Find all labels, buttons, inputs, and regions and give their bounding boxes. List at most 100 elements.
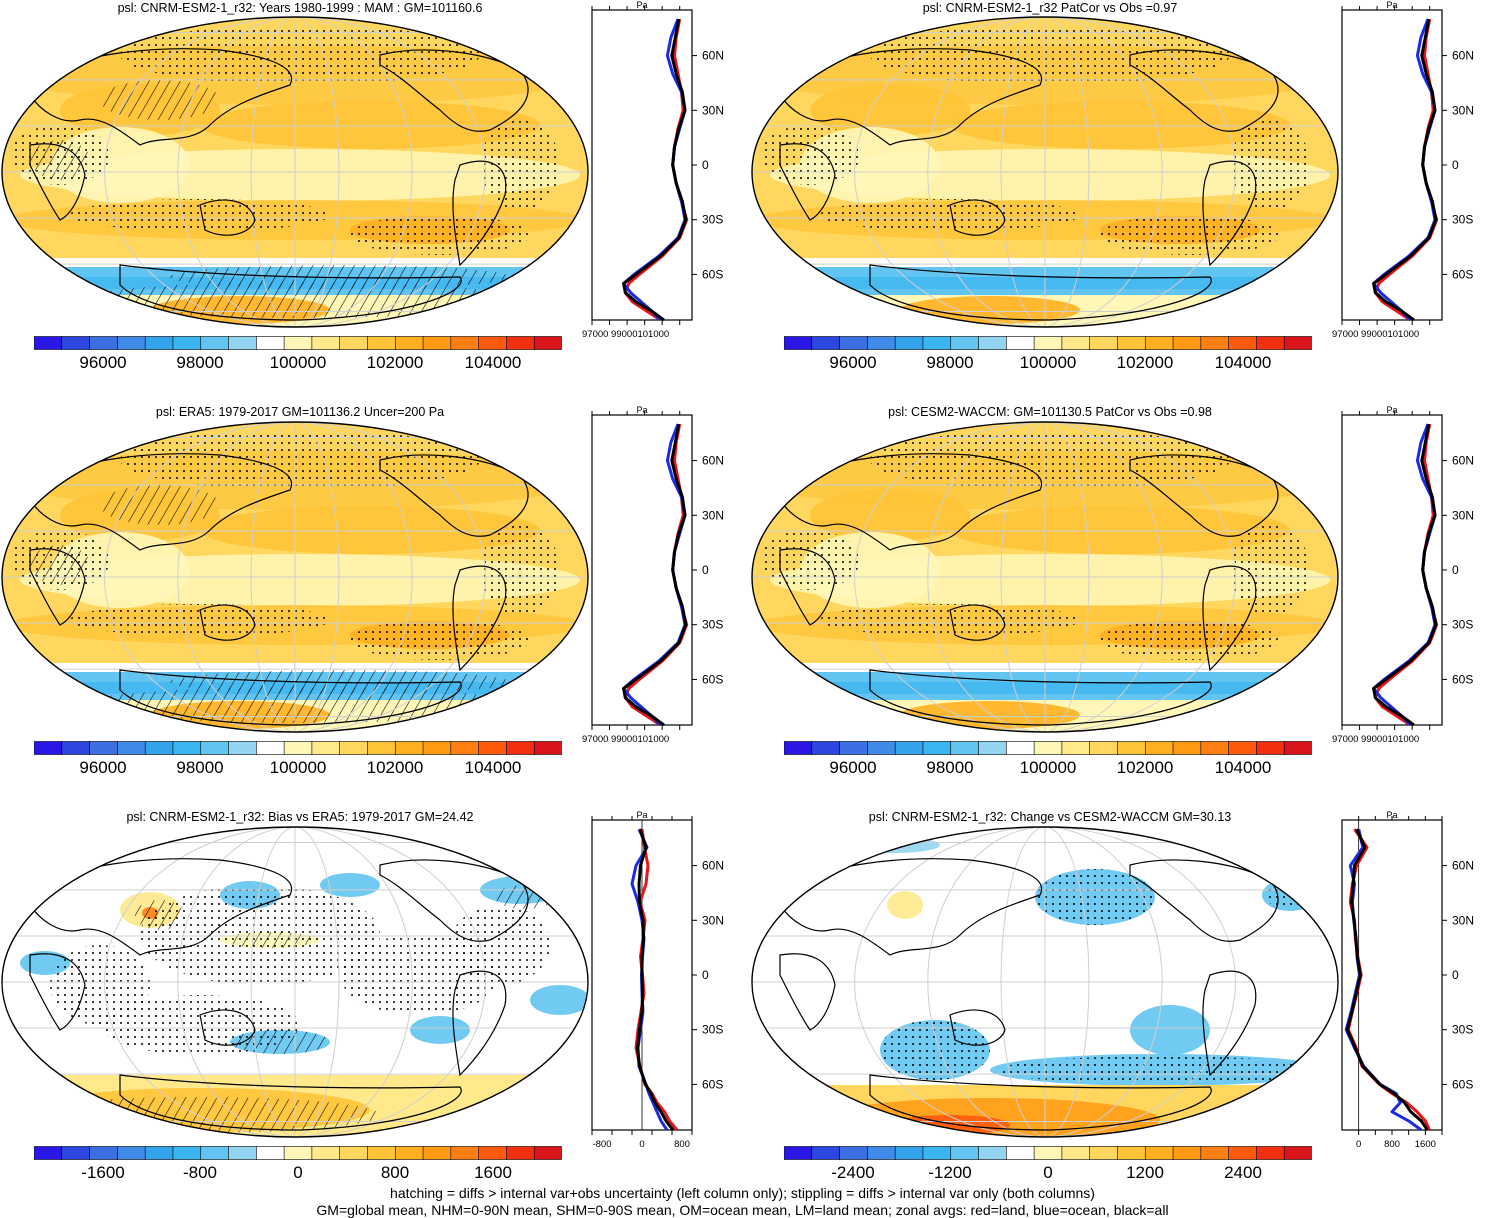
colorbar-swatch — [1283, 336, 1312, 350]
hatching-region — [30, 545, 90, 585]
graticule-meridian — [250, 422, 340, 732]
colorbar-swatch — [422, 1146, 452, 1160]
colorbar-swatch — [311, 1146, 341, 1160]
graticule-meridian — [104, 17, 486, 327]
colorbar-5 — [34, 1146, 562, 1160]
colorbar-swatch — [478, 1146, 508, 1160]
colorbar-swatch — [89, 741, 118, 755]
value-tick-label: 0 — [1356, 1139, 1361, 1150]
panel-title-4: psl: CESM2-WACCM: GM=101130.5 PatCor vs … — [888, 405, 1212, 419]
lat-tick-label: 60S — [702, 267, 723, 281]
zonal-line-ocean — [630, 828, 669, 1131]
colorbar-swatch — [1089, 336, 1119, 350]
coastline — [199, 1009, 256, 1046]
panel-title-5: psl: CNRM-ESM2-1_r32: Bias vs ERA5: 1979… — [126, 810, 474, 824]
asian-high — [810, 84, 970, 136]
north-pacific-high — [200, 506, 540, 554]
stippling-region — [480, 525, 560, 615]
colorbar-3 — [34, 741, 562, 755]
stippling-region — [120, 430, 480, 490]
colorbar-swatch — [867, 336, 896, 350]
lat-tick-label: 60S — [1452, 267, 1473, 281]
coastline — [452, 970, 507, 1077]
coastline — [779, 953, 836, 1031]
graticule-meridian — [104, 827, 486, 1137]
coastline — [29, 858, 293, 956]
zonal-mean-plot-5: Pa 60N 30N 0 30S 60S -800 0 800 — [591, 810, 724, 1150]
colorbar-swatch — [950, 1146, 980, 1160]
colorbar-label: 0 — [293, 1163, 303, 1182]
colorbar-swatch — [1256, 336, 1285, 350]
hatching-region — [100, 80, 220, 120]
value-tick-labels: 97000 99000101000 — [1332, 734, 1419, 745]
stippling-region — [1230, 525, 1310, 615]
colorbar-swatch — [34, 1146, 63, 1160]
zonal-unit-label: Pa — [1386, 810, 1397, 820]
hatching-region — [30, 140, 90, 180]
colorbar-swatch — [478, 741, 508, 755]
lat-tick-label: 30N — [702, 103, 724, 117]
coastline — [949, 199, 1006, 236]
colorbar-swatch — [1006, 336, 1035, 350]
colorbar-label: 104000 — [464, 758, 522, 777]
colorbar-swatch — [394, 1146, 424, 1160]
stippling-region — [870, 25, 1230, 85]
negative-bias-patch — [320, 873, 380, 897]
colorbar-label: 102000 — [1116, 758, 1174, 777]
colorbar-swatch — [450, 336, 480, 350]
colorbar-swatch — [1228, 741, 1258, 755]
colorbar-label: 98000 — [176, 758, 224, 777]
map-panel-5 — [1, 826, 589, 1138]
map-boundary — [1, 16, 589, 328]
zonal-unit-label: Pa — [636, 810, 647, 820]
colorbar-swatch — [144, 1146, 174, 1160]
stippling-region — [760, 125, 860, 185]
colorbar-label: 98000 — [926, 353, 974, 372]
colorbar-swatch — [367, 1146, 396, 1160]
stippling-region — [1100, 215, 1280, 255]
coastline — [1202, 160, 1257, 267]
coastline — [199, 199, 256, 236]
hatching-region — [170, 670, 510, 694]
graticule-meridian — [177, 422, 413, 732]
lat-tick-label: 30S — [702, 1023, 723, 1037]
stippling-region — [70, 199, 330, 231]
zonal-unit-label: Pa — [1386, 405, 1397, 415]
colorbar-6 — [784, 1146, 1312, 1160]
stippling-region — [70, 604, 330, 636]
colorbar-label: 96000 — [79, 758, 127, 777]
colorbar-swatch — [228, 741, 257, 755]
colorbar-swatch — [283, 336, 313, 350]
colorbar-swatch — [1144, 741, 1174, 755]
stippling-region — [1230, 120, 1310, 210]
colorbar-label: 98000 — [176, 353, 224, 372]
colorbar-label: 104000 — [464, 353, 522, 372]
lat-tick-label: 60S — [1452, 1077, 1473, 1091]
graticule-meridian — [854, 17, 1236, 327]
colorbar-swatch — [978, 741, 1007, 755]
coastline — [379, 454, 529, 537]
colorbar-swatch — [1061, 741, 1091, 755]
coastline — [452, 160, 507, 267]
colorbar-1 — [34, 336, 562, 350]
graticule-meridian — [927, 17, 1163, 327]
hatching-region — [100, 485, 220, 525]
value-tick-labels: 97000 99000101000 — [582, 734, 669, 745]
colorbar-swatch — [339, 1146, 369, 1160]
colorbar-label: -2400 — [831, 1163, 875, 1182]
colorbar-swatch — [894, 336, 924, 350]
colorbar-label: 1600 — [474, 1163, 512, 1182]
lat-tick-label: 0 — [1452, 563, 1459, 577]
colorbar-label: 98000 — [926, 758, 974, 777]
map-panel-2 — [751, 16, 1339, 328]
zonal-line-all — [1372, 18, 1438, 322]
coastline — [29, 48, 293, 146]
colorbar-swatch — [283, 741, 313, 755]
colorbar-swatch — [200, 336, 230, 350]
colorbar-swatch — [228, 336, 257, 350]
panel-title-2: psl: CNRM-ESM2-1_r32 PatCor vs Obs =0.97 — [922, 1, 1178, 15]
coastline — [379, 859, 529, 942]
colorbar-swatch — [784, 336, 813, 350]
zonal-line-all — [1345, 828, 1429, 1131]
colorbar-label: 800 — [380, 1163, 410, 1182]
